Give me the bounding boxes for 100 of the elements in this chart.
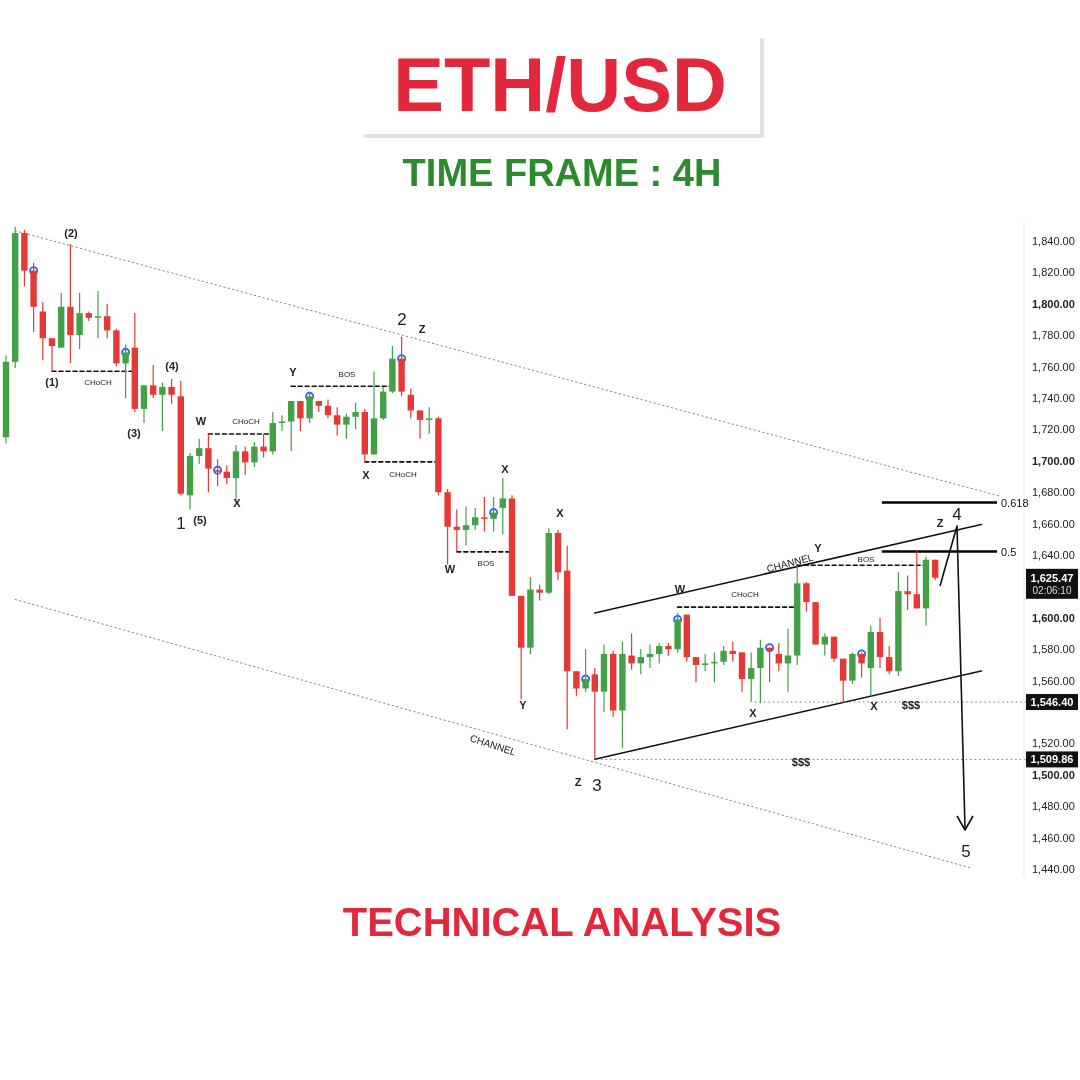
y-tick-label: 1,640.00 — [1032, 549, 1075, 561]
candlestick — [591, 667, 598, 761]
text: 1,625.47 — [1030, 571, 1074, 584]
candlestick — [223, 464, 230, 485]
annotation: BOS — [857, 554, 875, 564]
candlestick — [104, 303, 111, 339]
annotation: W — [444, 563, 456, 575]
annotation: X — [362, 469, 371, 481]
candlestick — [729, 640, 736, 663]
y-tick-label: 1,680.00 — [1032, 486, 1075, 499]
candlestick — [288, 400, 295, 452]
y-tick-label: 1,780.00 — [1032, 329, 1075, 342]
annotation: (3) — [127, 427, 142, 439]
candlestick — [48, 337, 56, 372]
candlestick — [462, 505, 470, 547]
annotation: X — [749, 707, 758, 719]
y-tick-label: 1,580.00 — [1032, 643, 1075, 656]
annotation: CHoCH — [389, 469, 417, 479]
y-tick-label: 1,500.00 — [1032, 768, 1075, 781]
candlestick — [904, 574, 911, 611]
annotation: 5 — [961, 841, 971, 861]
y-tick-label: 1,840.00 — [1032, 234, 1075, 247]
y-tick-label: 1,440.00 — [1032, 863, 1075, 876]
candlestick — [481, 496, 488, 533]
candlestick — [821, 632, 828, 657]
candlestick — [840, 658, 847, 704]
y-tick-label: 1,560.00 — [1032, 674, 1075, 687]
candlestick — [76, 292, 83, 350]
candlestick — [260, 433, 267, 459]
annotation: 3 — [592, 775, 602, 795]
annotation: 4 — [952, 504, 962, 524]
y-tick-label: 1,720.00 — [1032, 423, 1075, 436]
annotation: X — [233, 497, 242, 509]
ref-line-label: 1,509.86 — [1030, 753, 1074, 766]
y-tick-label: 1,600.00 — [1032, 611, 1075, 624]
candlestick — [168, 378, 175, 405]
annotation: 0.618 — [1001, 496, 1029, 509]
candlestick — [140, 384, 148, 424]
annotation: CHANNEL — [765, 551, 815, 575]
annotation: 1 — [176, 513, 186, 533]
candlestick — [913, 549, 920, 609]
candlestick — [159, 381, 166, 432]
annotation: W — [195, 415, 207, 427]
candlestick — [278, 414, 286, 432]
candlestick — [205, 433, 212, 493]
annotation: Z — [574, 776, 582, 788]
candlestick — [297, 400, 304, 432]
y-tick-label: 1,760.00 — [1032, 360, 1075, 373]
candlestick — [637, 648, 644, 675]
candlestick — [720, 645, 727, 666]
candlestick — [573, 670, 580, 697]
candlestick — [472, 507, 479, 531]
annotation: CHoCH — [232, 416, 260, 426]
candlestick — [306, 391, 313, 424]
annotation: (5) — [193, 514, 208, 526]
candlestick — [352, 402, 359, 430]
y-tick-label: 1,480.00 — [1032, 800, 1075, 813]
candlestick — [490, 496, 497, 533]
annotation: (2) — [64, 227, 79, 239]
candlestick — [582, 648, 589, 693]
candlestick — [196, 438, 203, 465]
candlestick — [426, 406, 433, 435]
candlestick — [692, 656, 700, 683]
y-tick-label: 1,800.00 — [1032, 297, 1075, 310]
annotation: Y — [519, 699, 528, 711]
chart-title: ETH/USD — [393, 41, 727, 127]
candlestick — [94, 290, 102, 339]
candlestick — [757, 639, 764, 704]
annotation: Z — [418, 323, 426, 335]
y-tick-label: 1,660.00 — [1032, 517, 1075, 530]
candlestick — [499, 477, 506, 536]
y-tick-label: 1,460.00 — [1032, 831, 1075, 844]
annotation: CHoCH — [84, 377, 112, 387]
candlestick — [628, 632, 635, 671]
text: TECHNICAL ANALYSIS — [342, 900, 782, 944]
annotation: X — [870, 700, 879, 712]
annotation: W — [674, 583, 686, 595]
candlestick — [830, 636, 838, 663]
ref-line-label: 1,546.40 — [1030, 696, 1074, 709]
candlestick — [656, 642, 663, 664]
candlestick — [122, 343, 129, 399]
candlestick — [343, 413, 350, 440]
annotation: $$$ — [901, 699, 921, 711]
annotation: BOS — [477, 558, 495, 568]
candlestick — [646, 643, 654, 669]
annotation: X — [556, 507, 565, 519]
candlestick — [803, 581, 810, 613]
annotation: Z — [936, 517, 944, 529]
annotation: CHoCH — [731, 589, 759, 599]
annotation: 0.5 — [1001, 545, 1017, 558]
y-tick-label: 1,820.00 — [1032, 266, 1075, 279]
candlestick — [748, 651, 755, 703]
annotation: Y — [289, 366, 298, 378]
candlestick — [775, 642, 782, 672]
annotation: 2 — [397, 309, 407, 329]
annotation: (4) — [165, 360, 180, 372]
annotation: Y — [814, 542, 823, 554]
candlestick — [886, 645, 893, 675]
annotation: BOS — [338, 369, 356, 379]
annotation: $$$ — [791, 756, 811, 768]
